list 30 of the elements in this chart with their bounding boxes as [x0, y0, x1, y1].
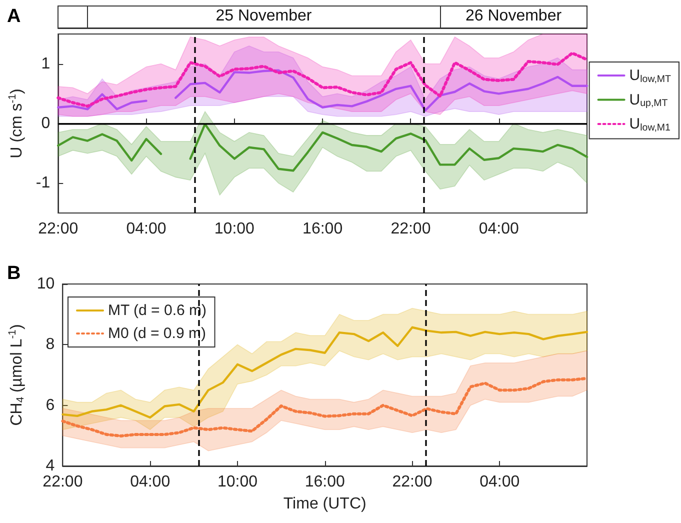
chart-title: B	[7, 263, 21, 284]
x-axis-title: Time (UTC)	[283, 496, 366, 512]
x-tick-label: 22:00	[390, 220, 431, 238]
y-tick-label: -1	[36, 174, 50, 192]
y-axis-title: U (cm s-1)	[8, 88, 26, 158]
y-tick-label: 0	[41, 115, 50, 132]
x-tick-label: 16:00	[304, 474, 345, 490]
x-tick-label: 04:00	[130, 474, 170, 490]
y-axis-title: CH4 (µmol L-1)	[8, 324, 26, 426]
x-tick-label: 04:00	[478, 220, 519, 238]
x-tick-label: 22:00	[42, 474, 83, 490]
line-series	[61, 376, 588, 438]
legend-label: MT (d = 0.6 m)	[108, 302, 206, 319]
x2-tick-label: 25 November	[216, 8, 312, 24]
x2-tick-label: 26 November	[466, 8, 562, 24]
x-tick-label: 04:00	[126, 220, 166, 238]
x-tick-label: 22:00	[392, 474, 432, 490]
y-tick-label: 10	[36, 276, 55, 292]
line-series	[56, 52, 588, 108]
x-tick-label: 16:00	[302, 220, 343, 238]
line-series	[62, 326, 588, 419]
x-tick-label: 04:00	[480, 474, 520, 490]
y-tick-label: 1	[41, 55, 50, 72]
chart-title: A	[7, 6, 21, 27]
x-tick-label: 10:00	[214, 220, 255, 238]
y-tick-label: 6	[46, 396, 55, 414]
y-tick-label: 8	[46, 336, 55, 354]
y-tick-label: 4	[46, 458, 55, 474]
x-tick-label: 10:00	[217, 474, 258, 490]
x-tick-label: 22:00	[38, 220, 78, 238]
